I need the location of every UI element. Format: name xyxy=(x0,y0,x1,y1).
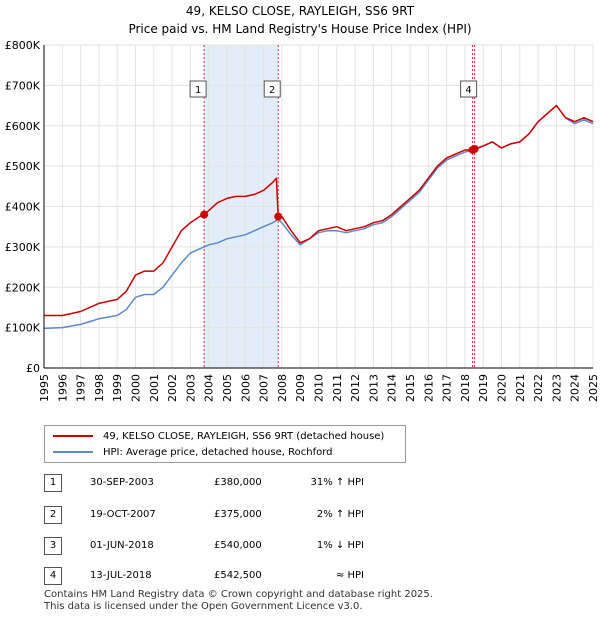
legend-label-property: 49, KELSO CLOSE, RAYLEIGH, SS6 9RT (deta… xyxy=(103,430,385,442)
x-tick-label: 2008 xyxy=(276,374,289,402)
x-tick-label: 2001 xyxy=(148,374,161,402)
chart-number-label-2: 2 xyxy=(269,85,275,96)
x-tick-label: 2005 xyxy=(221,374,234,402)
footer-line-1: Contains HM Land Registry data © Crown c… xyxy=(44,589,433,600)
chart-number-box-1 xyxy=(189,80,207,98)
transaction-date: 13-JUL-2018 xyxy=(90,570,152,581)
x-tick-label: 2023 xyxy=(550,374,563,402)
x-tick-label: 1999 xyxy=(111,374,124,402)
x-tick-label: 2007 xyxy=(258,374,271,402)
x-tick-label: 2017 xyxy=(441,374,454,402)
transaction-point-4 xyxy=(470,144,479,153)
x-tick-label: 2021 xyxy=(514,374,527,402)
transaction-price: £380,000 xyxy=(214,477,262,488)
transaction-price: £540,000 xyxy=(214,540,262,551)
x-tick-label: 2011 xyxy=(331,374,344,402)
y-tick-label: £800K xyxy=(5,39,41,52)
x-tick-label: 1997 xyxy=(75,374,88,402)
x-tick-label: 2014 xyxy=(386,374,399,402)
transaction-number: 4 xyxy=(44,567,62,585)
x-tick-label: 2004 xyxy=(203,374,216,402)
footer-attribution: Contains HM Land Registry data © Crown c… xyxy=(44,589,433,613)
x-tick-label: 2002 xyxy=(166,374,179,402)
x-tick-label: 2020 xyxy=(496,374,509,402)
y-tick-label: £600K xyxy=(5,120,41,133)
x-tick-label: 2000 xyxy=(130,374,143,402)
x-tick-label: 2009 xyxy=(294,374,307,402)
x-tick-label: 2025 xyxy=(587,374,600,402)
transaction-hpi-diff: 2% ↑ HPI xyxy=(316,509,364,520)
transaction-point-2 xyxy=(274,212,283,221)
footer-line-2: This data is licensed under the Open Gov… xyxy=(44,601,363,612)
chart-number-box-4 xyxy=(460,80,478,98)
chart-legend: 49, KELSO CLOSE, RAYLEIGH, SS6 9RT (deta… xyxy=(44,425,406,463)
transaction-price: £375,000 xyxy=(214,509,262,520)
transaction-date: 19-OCT-2007 xyxy=(90,509,156,520)
transaction-hpi-diff: 31% ↑ HPI xyxy=(310,477,364,488)
x-tick-label: 1996 xyxy=(56,374,69,402)
chart-number-label-4: 4 xyxy=(465,85,471,96)
chart-number-label-1: 1 xyxy=(195,85,201,96)
x-tick-label: 2013 xyxy=(367,374,380,402)
transaction-hpi-diff: 1% ↓ HPI xyxy=(316,540,364,551)
transaction-point-1 xyxy=(200,210,209,219)
transaction-price: £542,500 xyxy=(214,570,262,581)
transaction-row-2: 2 19-OCT-2007 £375,000 2% ↑ HPI xyxy=(44,506,584,524)
x-tick-label: 2010 xyxy=(313,374,326,402)
transaction-row-3: 3 01-JUN-2018 £540,000 1% ↓ HPI xyxy=(44,537,584,555)
x-tick-label: 2015 xyxy=(404,374,417,402)
legend-swatch-property xyxy=(53,435,93,437)
legend-item-hpi: HPI: Average price, detached house, Roch… xyxy=(53,445,333,459)
transaction-row-1: 1 30-SEP-2003 £380,000 31% ↑ HPI xyxy=(44,474,584,492)
x-tick-label: 2022 xyxy=(532,374,545,402)
chart-title-line2: Price paid vs. HM Land Registry's House … xyxy=(128,22,472,36)
price-chart: £0 £100K £200K £300K £400K £500K £600K £700K £80… xyxy=(5,39,600,402)
legend-label-hpi: HPI: Average price, detached house, Roch… xyxy=(103,446,333,458)
x-tick-label: 1995 xyxy=(38,374,51,402)
x-tick-label: 2016 xyxy=(422,374,435,402)
x-tick-label: 2006 xyxy=(239,374,252,402)
y-tick-label: £200K xyxy=(5,281,41,294)
x-tick-label: 2024 xyxy=(569,374,582,402)
transaction-number: 1 xyxy=(44,474,62,492)
transaction-date: 30-SEP-2003 xyxy=(90,477,154,488)
legend-item-property: 49, KELSO CLOSE, RAYLEIGH, SS6 9RT (deta… xyxy=(53,429,384,443)
chart-title-line1: 49, KELSO CLOSE, RAYLEIGH, SS6 9RT xyxy=(185,4,415,18)
y-tick-label: £500K xyxy=(5,160,41,173)
transaction-hpi-diff: ≈ HPI xyxy=(335,570,364,581)
x-tick-label: 1998 xyxy=(93,374,106,402)
y-tick-label: £300K xyxy=(5,241,41,254)
property-price-line xyxy=(44,104,594,317)
transaction-row-4: 4 13-JUL-2018 £542,500 ≈ HPI xyxy=(44,567,584,585)
x-tick-label: 2003 xyxy=(184,374,197,402)
x-tick-label: 2018 xyxy=(459,374,472,402)
y-tick-label: £700K xyxy=(5,79,41,92)
y-tick-label: £100K xyxy=(5,322,41,335)
y-tick-label: £0 xyxy=(26,362,40,375)
y-tick-label: £400K xyxy=(5,201,41,214)
transaction-number: 3 xyxy=(44,537,62,555)
x-tick-label: 2019 xyxy=(477,374,490,402)
legend-swatch-hpi xyxy=(53,451,93,453)
transaction-number: 2 xyxy=(44,506,62,524)
x-tick-label: 2012 xyxy=(349,374,362,402)
chart-number-box-2 xyxy=(263,80,281,98)
transaction-date: 01-JUN-2018 xyxy=(90,540,154,551)
